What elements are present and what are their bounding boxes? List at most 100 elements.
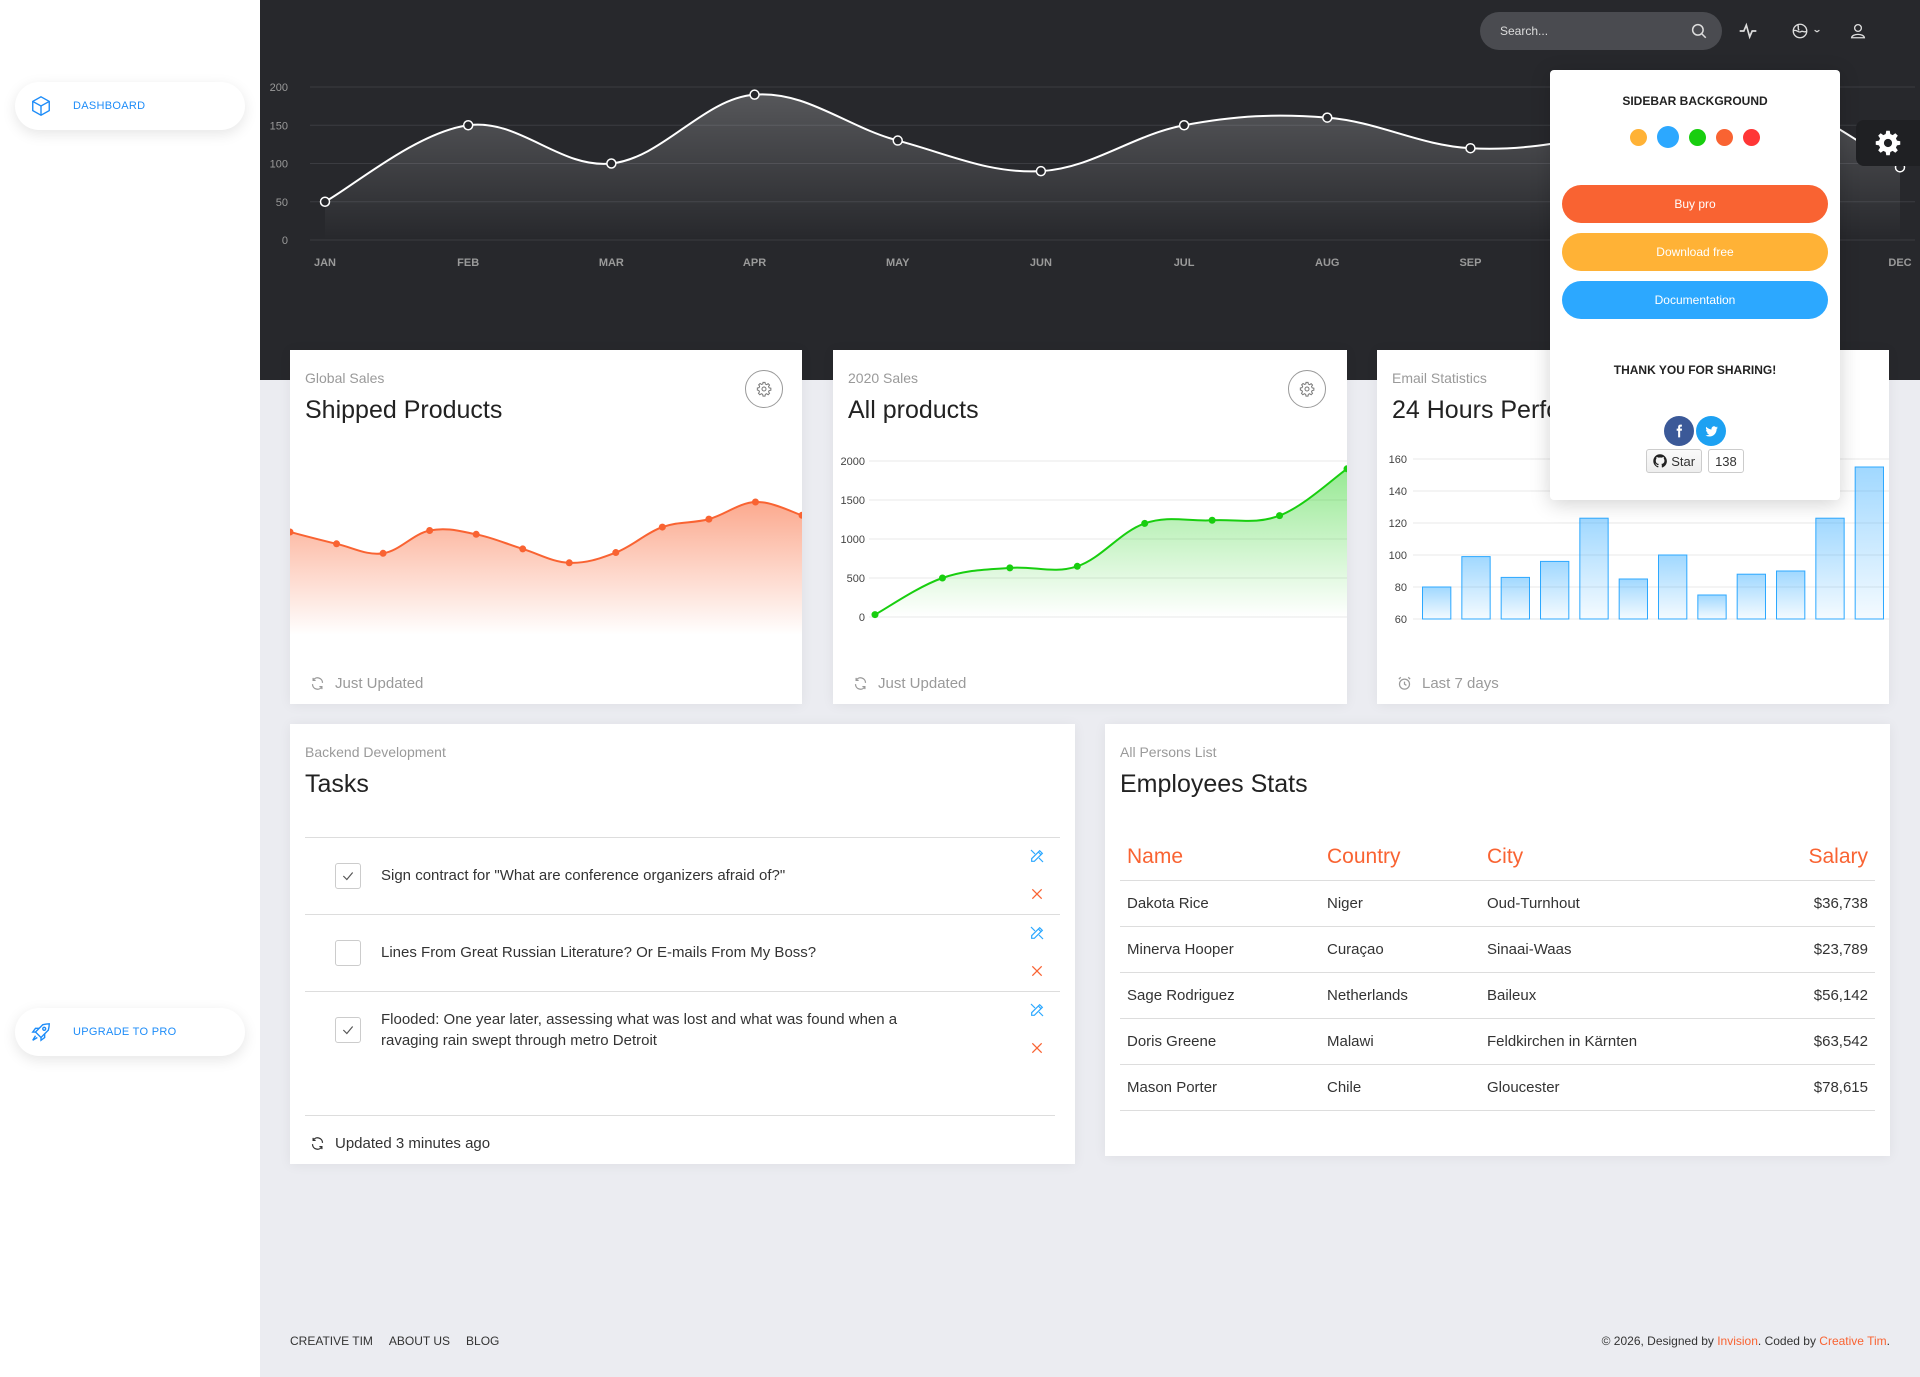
delete-icon[interactable] xyxy=(1025,1036,1049,1060)
download-free-button[interactable]: Download free xyxy=(1562,233,1828,271)
search-icon[interactable] xyxy=(1690,22,1708,40)
shipped-products-chart xyxy=(290,498,802,635)
card-tasks: Backend Development Tasks Sign contract … xyxy=(290,724,1075,1164)
table-row: Dakota Rice Niger Oud-Turnhout $36,738 xyxy=(1120,880,1875,927)
github-star-button[interactable]: Star xyxy=(1646,449,1703,473)
user-icon[interactable] xyxy=(1845,18,1871,44)
y-tick-label: 2000 xyxy=(841,456,865,468)
data-point xyxy=(705,515,713,523)
employees-table: Name Country City Salary Dakota Rice Nig… xyxy=(1120,834,1875,1111)
series-line xyxy=(290,500,802,564)
table-cell: Mason Porter xyxy=(1120,1064,1320,1111)
footer-link-creative-tim[interactable]: CREATIVE TIM xyxy=(290,1334,373,1348)
activity-icon[interactable] xyxy=(1735,18,1761,44)
card-settings-button[interactable] xyxy=(1288,370,1326,408)
github-star: Star 138 xyxy=(1550,449,1840,473)
data-point xyxy=(938,574,946,582)
delete-icon[interactable] xyxy=(1025,959,1049,983)
search-box[interactable] xyxy=(1480,12,1722,50)
globe-icon[interactable] xyxy=(1786,18,1826,44)
card-category: All Persons List xyxy=(1120,744,1217,760)
table-cell: $63,542 xyxy=(1740,1018,1875,1065)
creative-tim-link[interactable]: Creative Tim xyxy=(1819,1334,1887,1348)
gear-icon xyxy=(1299,381,1315,397)
task-row: Flooded: One year later, assessing what … xyxy=(305,991,1060,1115)
buy-pro-button[interactable]: Buy pro xyxy=(1562,185,1828,223)
refresh-icon xyxy=(310,676,325,691)
task-checkbox[interactable] xyxy=(335,1017,361,1043)
data-point xyxy=(290,528,294,536)
edit-icon[interactable] xyxy=(1025,921,1049,945)
task-row: Sign contract for "What are conference o… xyxy=(305,837,1060,914)
data-point xyxy=(749,89,760,100)
sidebar-item-dashboard[interactable]: DASHBOARD xyxy=(15,82,245,130)
swatch-orange[interactable] xyxy=(1716,128,1733,146)
table-cell: Baileux xyxy=(1480,972,1740,1019)
rocket-icon xyxy=(29,1020,53,1044)
card-footer-text: Updated 3 minutes ago xyxy=(335,1135,491,1152)
footer-link-about-us[interactable]: ABOUT US xyxy=(388,1334,451,1348)
email-statistics-chart: 60 80 100 120 140 160 xyxy=(1389,454,1889,626)
delete-icon[interactable] xyxy=(1025,882,1049,906)
table-row: Minerva Hooper Curaçao Sinaai-Waas $23,7… xyxy=(1120,926,1875,973)
bar xyxy=(1618,578,1648,620)
table-row: Sage Rodriguez Netherlands Baileux $56,1… xyxy=(1120,972,1875,1019)
table-cell: Niger xyxy=(1320,880,1480,927)
edit-icon[interactable] xyxy=(1025,844,1049,868)
search-input[interactable] xyxy=(1500,24,1690,38)
bar xyxy=(1422,586,1452,620)
edit-icon[interactable] xyxy=(1025,998,1049,1022)
table-cell: $23,789 xyxy=(1740,926,1875,973)
table-cell: Sinaai-Waas xyxy=(1480,926,1740,973)
table-cell: Chile xyxy=(1320,1064,1480,1111)
task-checkbox[interactable] xyxy=(335,863,361,889)
card-title: Shipped Products xyxy=(305,396,503,424)
card-settings-button[interactable] xyxy=(745,370,783,408)
column-header: Name xyxy=(1120,834,1320,881)
y-tick-label: 100 xyxy=(1389,550,1407,562)
data-point xyxy=(1322,112,1333,123)
swatch-red[interactable] xyxy=(1743,128,1760,146)
card-category: Email Statistics xyxy=(1392,370,1487,386)
task-text: Flooded: One year later, assessing what … xyxy=(381,1011,898,1049)
x-tick-label: JUL xyxy=(1174,257,1195,269)
x-tick-label: FEB xyxy=(457,257,479,269)
copyright-suffix: . xyxy=(1886,1334,1890,1348)
sidebar: DASHBOARD UPGRADE TO PRO xyxy=(0,0,260,1377)
twitter-icon[interactable] xyxy=(1696,416,1726,446)
data-point xyxy=(472,530,480,538)
footer-link-blog[interactable]: BLOG xyxy=(466,1334,500,1348)
x-tick-label: MAY xyxy=(886,257,910,269)
swatch-green[interactable] xyxy=(1689,128,1706,146)
bar xyxy=(1776,570,1806,620)
y-tick-label: 0 xyxy=(859,612,865,624)
documentation-button[interactable]: Documentation xyxy=(1562,281,1828,319)
table-cell: $36,738 xyxy=(1740,880,1875,927)
star-label: Star xyxy=(1671,453,1696,469)
data-point xyxy=(1035,165,1047,177)
card-footer-text: Last 7 days xyxy=(1422,675,1499,692)
card-title: Employees Stats xyxy=(1120,770,1308,798)
star-count: 138 xyxy=(1708,449,1744,473)
sidebar-item-label: UPGRADE TO PRO xyxy=(73,1026,177,1038)
invision-link[interactable]: Invision xyxy=(1717,1334,1758,1348)
copyright: © 2026, Designed by Invision. Coded by C… xyxy=(1602,1334,1890,1348)
x-tick-label: JAN xyxy=(314,257,336,269)
facebook-icon[interactable] xyxy=(1664,416,1694,446)
bar xyxy=(1815,517,1845,620)
swatch-blue[interactable] xyxy=(1657,126,1679,148)
settings-dropdown: SIDEBAR BACKGROUND Buy pro Download free… xyxy=(1550,70,1840,500)
data-point xyxy=(871,611,879,619)
card-footer-text: Just Updated xyxy=(335,675,424,692)
sidebar-item-upgrade[interactable]: UPGRADE TO PRO xyxy=(15,1008,245,1056)
data-point xyxy=(379,549,387,557)
settings-toggle[interactable] xyxy=(1856,120,1920,166)
y-tick-label: 80 xyxy=(1395,582,1407,594)
swatch-yellow[interactable] xyxy=(1630,128,1647,146)
bar xyxy=(1540,560,1570,620)
task-checkbox[interactable] xyxy=(335,940,361,966)
table-cell: $78,615 xyxy=(1740,1064,1875,1111)
y-tick-label: 160 xyxy=(1389,454,1407,466)
data-point xyxy=(1276,512,1284,520)
data-point xyxy=(426,527,434,534)
